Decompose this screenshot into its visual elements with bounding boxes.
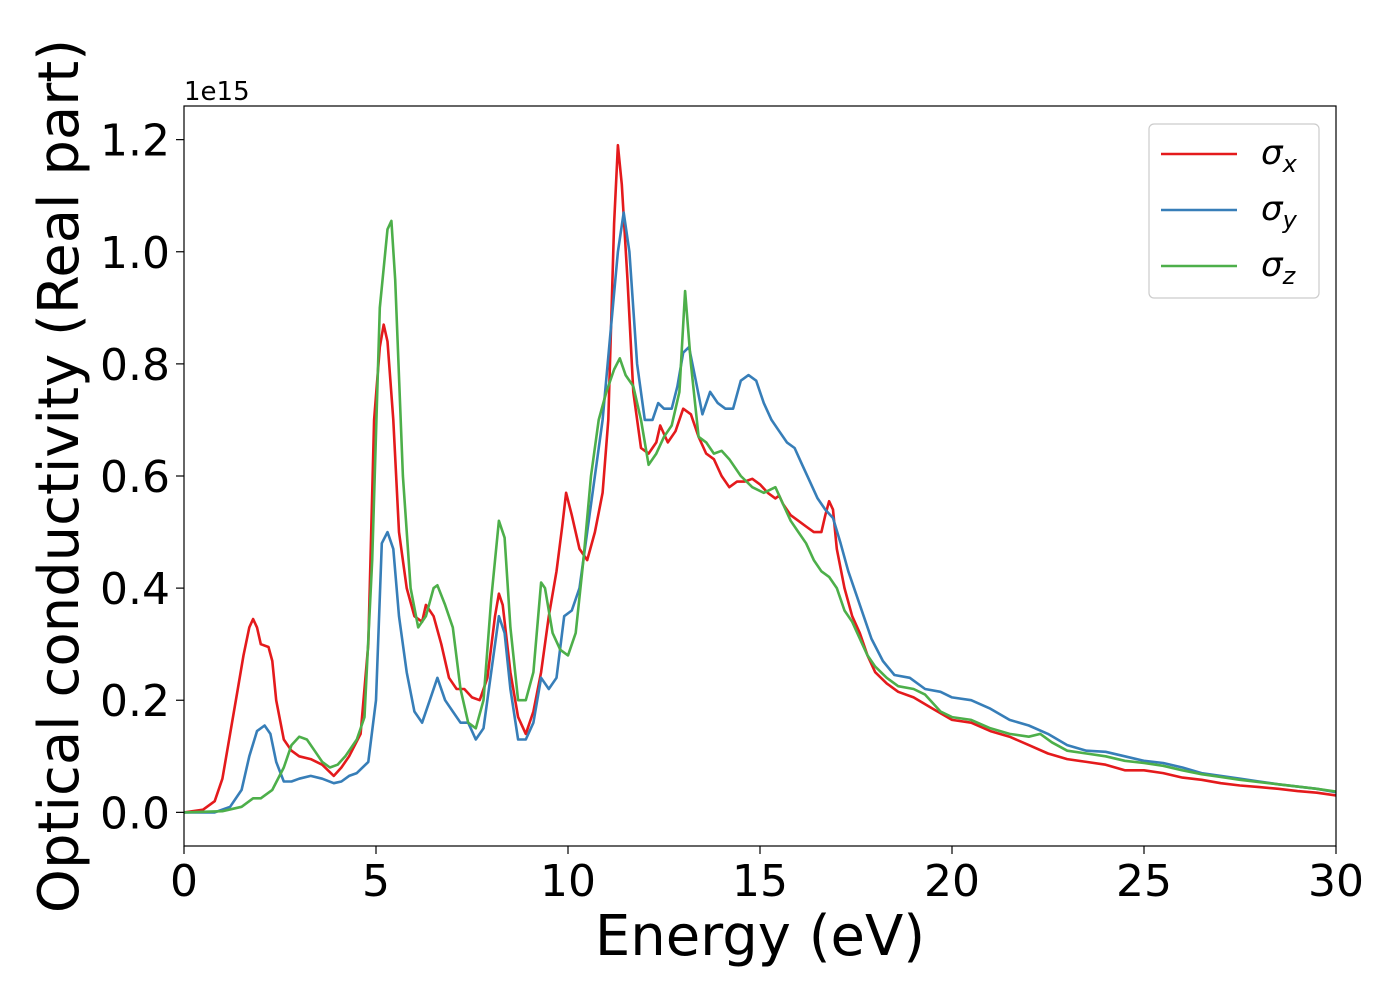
plot-frame xyxy=(183,105,1337,847)
x-tick-label: 5 xyxy=(362,856,390,907)
y-tick-label: 1.0 xyxy=(100,228,170,279)
series-line-sigma-x xyxy=(184,143,1336,814)
y-tick-label: 0.2 xyxy=(100,676,170,727)
y-tick-label: 0.4 xyxy=(100,564,170,615)
y-tick-label: 0.0 xyxy=(100,788,170,839)
x-tick-label: 10 xyxy=(540,856,596,907)
x-tick-label: 30 xyxy=(1308,856,1364,907)
x-axis-ticks: 0 5 10 15 20 25 30 xyxy=(170,846,1364,907)
x-tick-label: 15 xyxy=(732,856,788,907)
y-tick-label: 0.8 xyxy=(100,340,170,391)
x-axis-title: Energy (eV) xyxy=(595,904,925,969)
series-line-sigma-z xyxy=(184,219,1336,814)
x-tick-label: 0 xyxy=(170,856,198,907)
series-layer xyxy=(184,143,1336,814)
x-tick-label: 25 xyxy=(1116,856,1172,907)
y-tick-label: 0.6 xyxy=(100,452,170,503)
y-tick-label: 1.2 xyxy=(100,116,170,167)
y-axis-title: Optical conductivity (Real part) xyxy=(27,39,92,913)
y-axis-offset-label: 1e15 xyxy=(184,77,250,107)
y-axis-ticks: 0.0 0.2 0.4 0.6 0.8 1.0 1.2 xyxy=(100,116,184,839)
series-line-sigma-y xyxy=(184,211,1336,814)
x-tick-label: 20 xyxy=(924,856,980,907)
